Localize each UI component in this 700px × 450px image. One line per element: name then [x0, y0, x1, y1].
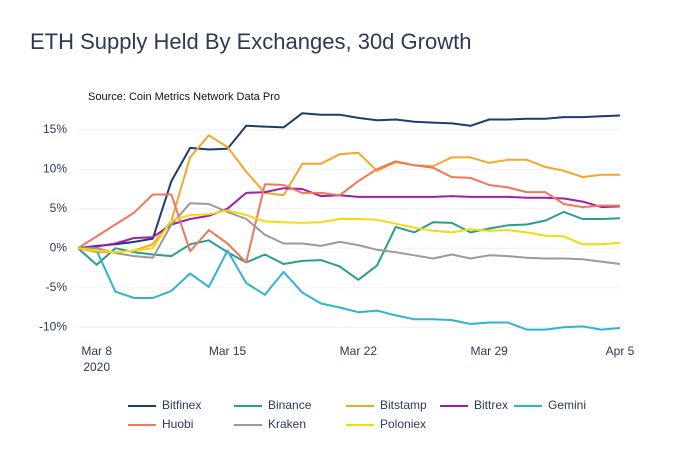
y-tick-label: 5% — [50, 201, 68, 215]
x-year-label: 2020 — [83, 360, 110, 374]
y-tick-label: -10% — [39, 319, 67, 333]
legend-label: Kraken — [268, 417, 306, 431]
x-tick-label: Mar 22 — [340, 344, 378, 358]
series-line — [78, 202, 621, 265]
y-tick-label: 10% — [43, 161, 67, 175]
legend-label: Huobi — [162, 417, 193, 431]
x-tick-label: Mar 29 — [470, 344, 508, 358]
y-tick-label: 0% — [50, 240, 68, 254]
chart-title: ETH Supply Held By Exchanges, 30d Growth — [30, 29, 471, 54]
legend-label: Gemini — [548, 398, 586, 412]
x-tick-label: Mar 15 — [209, 344, 247, 358]
y-tick-label: -5% — [46, 280, 68, 294]
series-line — [77, 247, 621, 331]
legend-label: Bitfinex — [162, 398, 201, 412]
legend-label: Binance — [268, 398, 312, 412]
x-tick-label: Apr 5 — [606, 344, 635, 358]
series-line — [77, 112, 621, 250]
series-line — [77, 210, 621, 281]
x-tick-label: Mar 8 — [81, 344, 112, 358]
legend-label: Poloniex — [380, 417, 426, 431]
legend-label: Bitstamp — [380, 398, 427, 412]
legend-label: Bittrex — [474, 398, 508, 412]
series-line — [77, 160, 620, 264]
y-tick-label: 15% — [43, 122, 67, 136]
chart-subtitle: Source: Coin Metrics Network Data Pro — [88, 91, 280, 103]
series-line — [77, 209, 621, 254]
